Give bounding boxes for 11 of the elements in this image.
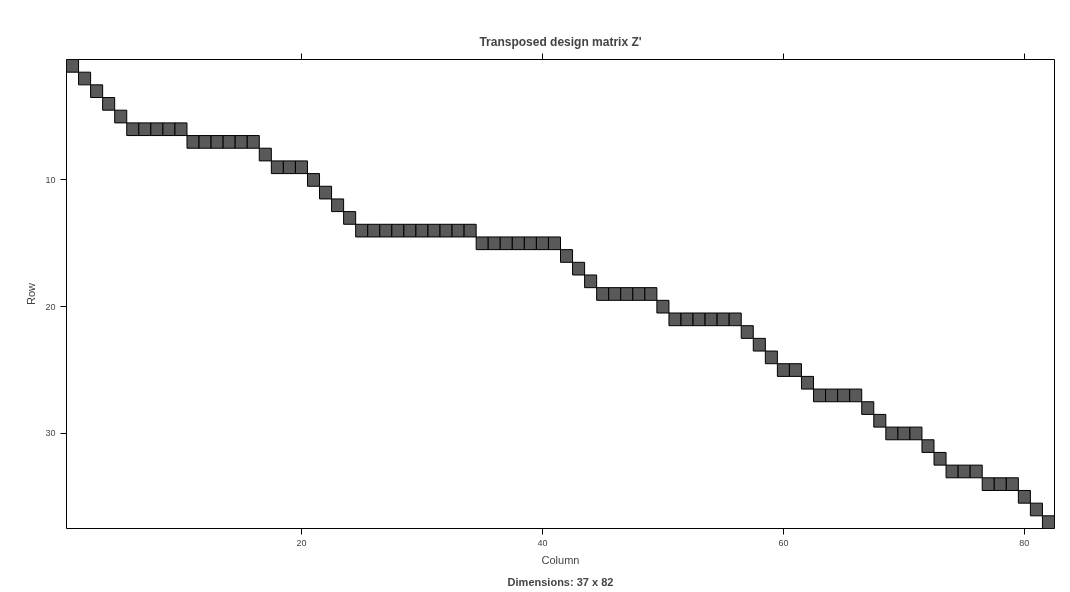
x-tick-label: 80 (1019, 537, 1030, 548)
x-tick-label: 40 (537, 537, 548, 548)
x-tick-label: 60 (778, 537, 789, 548)
y-tick-label: 20 (45, 301, 56, 312)
x-tick-label: 20 (296, 537, 307, 548)
y-tick-label: 10 (45, 174, 56, 185)
y-tick-label: 30 (45, 428, 56, 439)
text: Dimensions: 37 x 82 (507, 575, 614, 588)
x-axis-title: Column (541, 553, 580, 566)
chart-title: Transposed design matrix Z' (479, 34, 642, 49)
y-axis-title: Row (25, 282, 38, 305)
